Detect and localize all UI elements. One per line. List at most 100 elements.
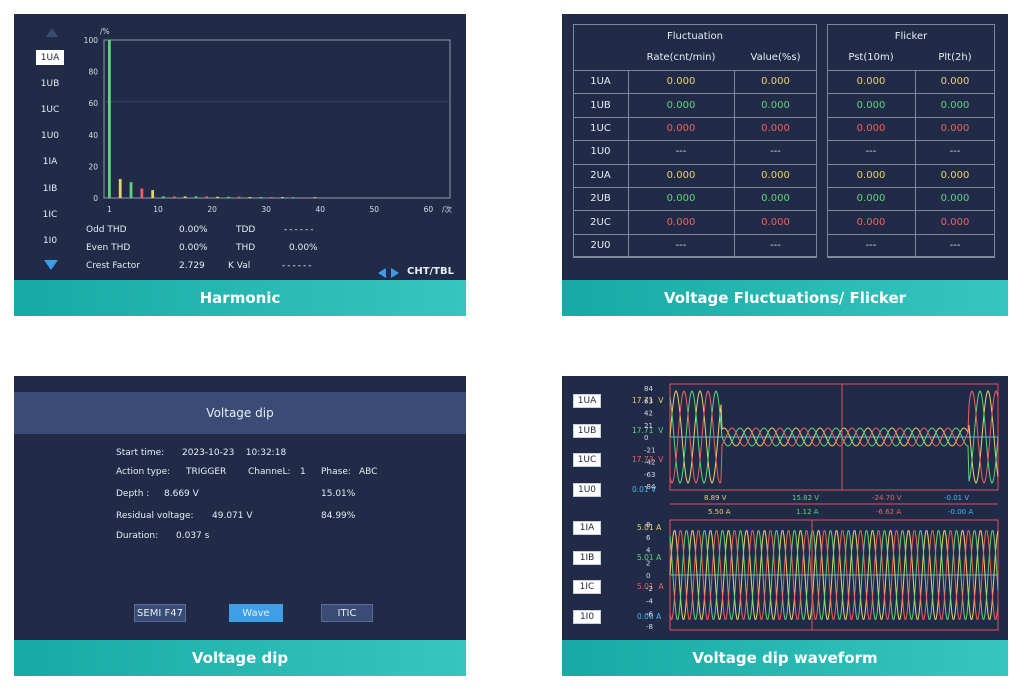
depth-percent: 15.01% bbox=[321, 489, 356, 499]
table-cell: 0.000 bbox=[856, 76, 886, 88]
table-cell: 0.000 bbox=[856, 122, 886, 134]
channel-1ua[interactable]: 1UA bbox=[36, 50, 64, 65]
i-tick-label: -4 bbox=[646, 598, 654, 606]
column-divider bbox=[734, 70, 735, 258]
channel-1ib[interactable]: 1IB bbox=[42, 183, 58, 194]
harmonic-panel: 1UA 1UB 1UC 1U0 1IA 1IB 1IC 1I0 100 80 60 40 20 0 1 10… bbox=[14, 14, 466, 316]
row-divider bbox=[827, 187, 995, 188]
channel-tag-1u0[interactable]: 1U0 bbox=[573, 482, 601, 497]
channel-tag-1ua[interactable]: 1UA bbox=[573, 394, 601, 408]
channel-1uc[interactable]: 1UC bbox=[40, 104, 60, 115]
row-divider bbox=[827, 116, 995, 118]
current-wave bbox=[669, 530, 999, 620]
table-cell: --- bbox=[675, 239, 687, 251]
voltage-wave bbox=[669, 390, 999, 484]
wave-button[interactable]: Wave bbox=[229, 604, 283, 622]
i-tick-label: 4 bbox=[646, 547, 651, 555]
channel-1ia[interactable]: 1IA bbox=[42, 157, 58, 168]
harmonic-bar bbox=[205, 196, 209, 198]
channel-tag-1ic[interactable]: 1IC bbox=[573, 580, 601, 594]
harmonic-bar bbox=[172, 196, 176, 198]
column-header: Pst(10m) bbox=[848, 51, 894, 63]
cursor-voltage-readout: 8.89 V bbox=[704, 494, 727, 502]
table-cell: 0.000 bbox=[856, 99, 886, 111]
row-divider bbox=[573, 233, 817, 235]
channel-tag-1uc[interactable]: 1UC bbox=[573, 453, 601, 467]
table-cell: --- bbox=[865, 239, 877, 251]
harmonic-bar bbox=[183, 196, 187, 198]
odd-thd-value: 0.00% bbox=[179, 225, 208, 235]
harmonic-bar bbox=[226, 196, 230, 198]
harmonic-bar bbox=[216, 196, 219, 198]
start-time-value: 2023-10-23 10:32:18 bbox=[182, 448, 287, 458]
x-tick-label: 60 bbox=[424, 205, 434, 214]
row-divider bbox=[827, 210, 995, 212]
voltage-wave bbox=[669, 390, 999, 484]
v-tick-label: 21 bbox=[644, 422, 653, 430]
y-tick-label: 60 bbox=[88, 99, 98, 108]
channel-1ub[interactable]: 1UB bbox=[40, 78, 60, 89]
table-cell: 0.000 bbox=[940, 122, 970, 134]
channel-1ic[interactable]: 1IC bbox=[42, 209, 58, 220]
residual-percent: 84.99% bbox=[321, 511, 356, 521]
y-tick-label: 0 bbox=[93, 194, 98, 203]
y-tick-label: 40 bbox=[88, 131, 98, 140]
duration-value: 0.037 s bbox=[176, 531, 210, 541]
scroll-down-icon[interactable] bbox=[44, 260, 58, 270]
table-cell: 0.000 bbox=[666, 99, 696, 111]
table-cell: 0.000 bbox=[666, 193, 696, 205]
table-cell: 0.000 bbox=[940, 76, 970, 88]
row-label: 1UC bbox=[590, 122, 611, 134]
prev-arrow-icon[interactable] bbox=[378, 268, 386, 278]
harmonic-bar bbox=[291, 197, 295, 199]
x-tick-label: 30 bbox=[261, 205, 271, 214]
current-wave bbox=[669, 530, 999, 620]
harmonic-bar bbox=[313, 197, 317, 199]
table-cell: --- bbox=[865, 146, 877, 158]
scroll-up-icon[interactable] bbox=[46, 28, 58, 37]
x-tick-label: 1 bbox=[107, 205, 112, 214]
row-label: 2UC bbox=[590, 216, 611, 228]
y-unit-label: /% bbox=[100, 27, 110, 36]
channel-1u0[interactable]: 1U0 bbox=[40, 131, 60, 142]
current-wave bbox=[669, 530, 999, 620]
semi-f47-button[interactable]: SEMI F47 bbox=[134, 604, 186, 622]
harmonic-bar bbox=[194, 196, 198, 198]
dip-title: Voltage dip bbox=[206, 406, 274, 420]
row-label: 2U0 bbox=[590, 239, 611, 251]
i-tick-label: 2 bbox=[646, 559, 650, 567]
depth-label: Depth : bbox=[116, 489, 150, 499]
chart-table-toggle[interactable]: CHT/TBL bbox=[407, 266, 454, 277]
row-label: 1UA bbox=[590, 76, 611, 88]
channel-1i0[interactable]: 1I0 bbox=[42, 235, 58, 246]
harmonic-bar bbox=[108, 40, 111, 198]
row-label: 2UA bbox=[590, 169, 611, 181]
dip-title-bar: Voltage dip bbox=[14, 392, 466, 434]
channel-tag-1ub[interactable]: 1UB bbox=[573, 423, 601, 438]
i-tick-label: 0 bbox=[646, 572, 650, 580]
row-divider bbox=[827, 257, 995, 259]
row-label: 1UB bbox=[590, 99, 611, 111]
channel-value: 17.71 V bbox=[632, 396, 664, 405]
row-divider bbox=[573, 187, 817, 188]
itic-button[interactable]: ITIC bbox=[321, 604, 373, 622]
x-tick-label: 40 bbox=[315, 205, 325, 214]
harmonic-bar bbox=[162, 196, 165, 198]
channel-tag-1i0[interactable]: 1I0 bbox=[573, 609, 601, 624]
row-divider bbox=[827, 93, 995, 95]
next-arrow-icon[interactable] bbox=[391, 268, 399, 278]
channel-value: 17.71 V bbox=[632, 425, 664, 435]
channel-value: 0.00 A bbox=[637, 611, 662, 621]
channel-label: ChanneL: bbox=[248, 467, 291, 477]
channel-value: 0.01 V bbox=[632, 484, 657, 494]
row-divider bbox=[573, 210, 817, 212]
voltage-wave bbox=[669, 390, 999, 484]
table-cell: 0.000 bbox=[666, 169, 696, 181]
y-tick-label: 80 bbox=[88, 68, 98, 77]
start-time-label: Start time: bbox=[116, 448, 165, 458]
table-cell: 0.000 bbox=[940, 216, 970, 228]
channel-tag-1ia[interactable]: 1IA bbox=[573, 521, 601, 535]
channel-tag-1ib[interactable]: 1IB bbox=[573, 550, 601, 565]
channel-value: 5.01 A bbox=[637, 582, 664, 591]
x-tick-label: 20 bbox=[207, 205, 217, 214]
